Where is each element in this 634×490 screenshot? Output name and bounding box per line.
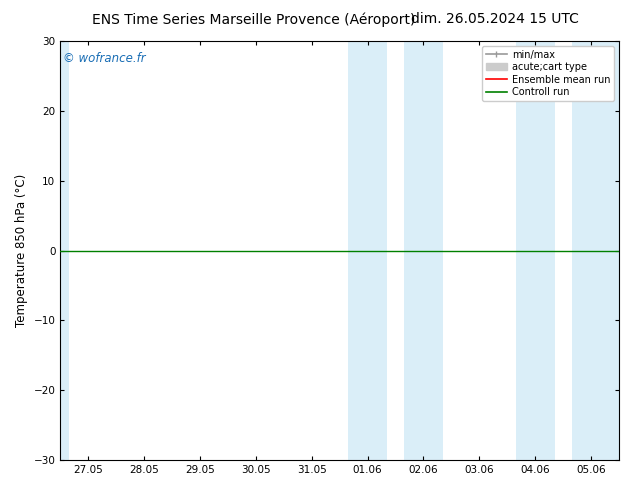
Bar bbox=[60, 41, 68, 460]
Legend: min/max, acute;cart type, Ensemble mean run, Controll run: min/max, acute;cart type, Ensemble mean … bbox=[482, 46, 614, 101]
Bar bbox=[348, 41, 387, 460]
Bar bbox=[404, 41, 443, 460]
Bar bbox=[571, 41, 619, 460]
Text: © wofrance.fr: © wofrance.fr bbox=[63, 51, 146, 65]
Text: ENS Time Series Marseille Provence (Aéroport): ENS Time Series Marseille Provence (Aéro… bbox=[92, 12, 415, 27]
Bar bbox=[515, 41, 555, 460]
Y-axis label: Temperature 850 hPa (°C): Temperature 850 hPa (°C) bbox=[15, 174, 28, 327]
Text: dim. 26.05.2024 15 UTC: dim. 26.05.2024 15 UTC bbox=[411, 12, 578, 26]
